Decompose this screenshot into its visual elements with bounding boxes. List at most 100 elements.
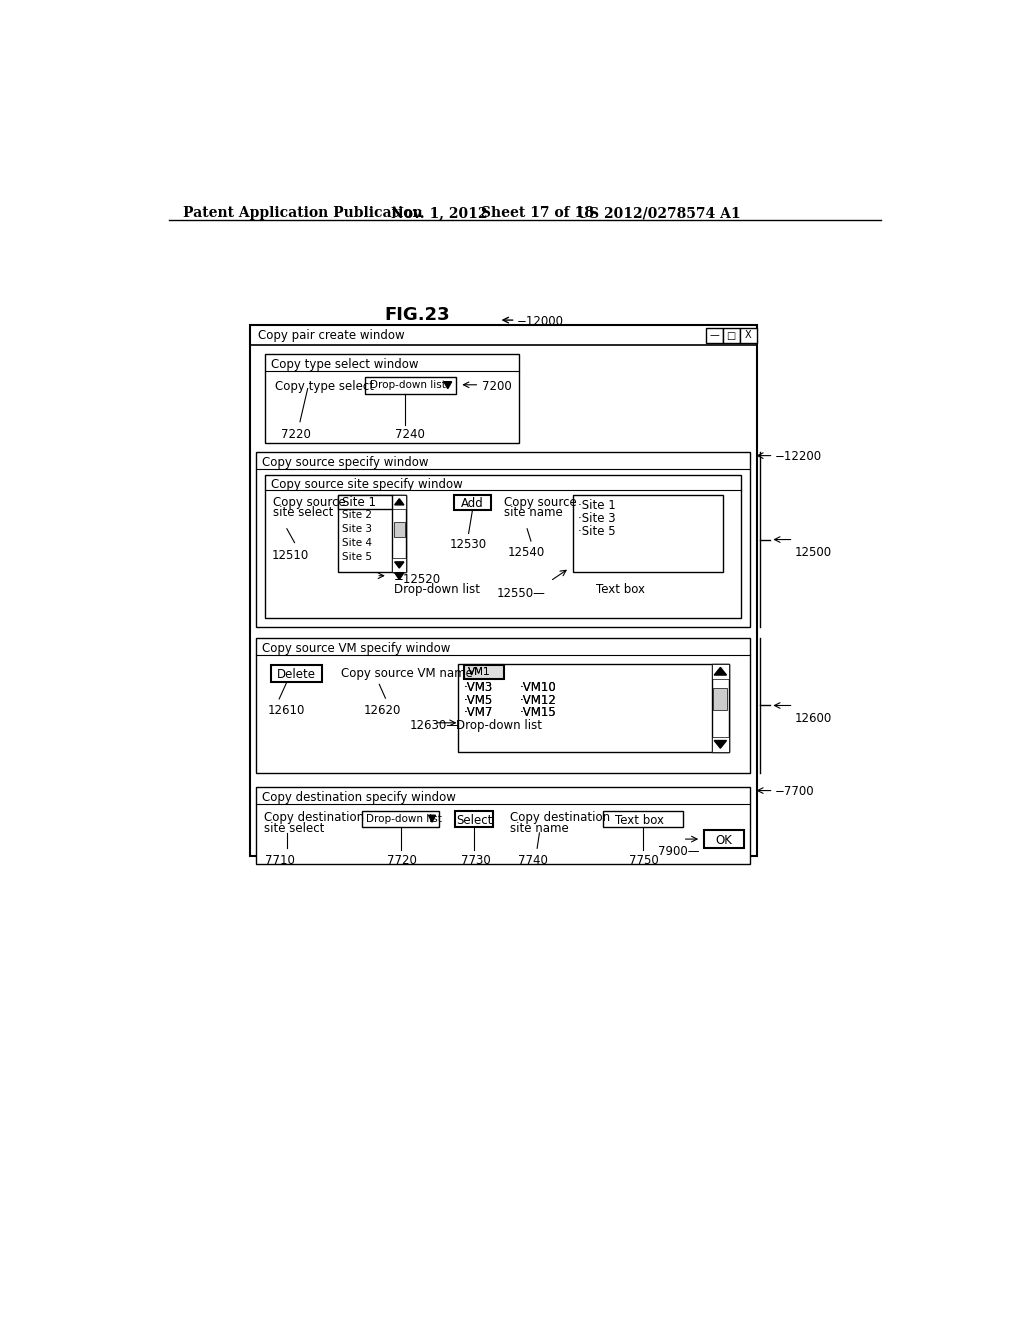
Text: Copy pair create window: Copy pair create window	[258, 329, 404, 342]
Text: ·VM3: ·VM3	[464, 681, 494, 694]
Bar	[256, 787, 751, 863]
Bar	[256, 451, 751, 627]
Text: Copy type select window: Copy type select window	[271, 358, 419, 371]
Bar	[706, 327, 723, 343]
Bar	[602, 812, 683, 826]
Bar	[705, 830, 744, 849]
Text: Select: Select	[456, 813, 493, 826]
Text: Site 5: Site 5	[342, 552, 372, 562]
Text: 7220: 7220	[281, 428, 310, 441]
Text: 12530: 12530	[451, 539, 487, 550]
Text: 12600: 12600	[795, 711, 833, 725]
Text: site name: site name	[504, 507, 563, 520]
Text: 7740: 7740	[518, 854, 548, 867]
Text: Copy destination: Copy destination	[264, 812, 364, 825]
Bar	[362, 812, 439, 826]
Bar	[454, 495, 490, 511]
Text: Add: Add	[461, 498, 483, 511]
Text: Nov. 1, 2012: Nov. 1, 2012	[391, 206, 487, 220]
Text: Drop-down list: Drop-down list	[457, 719, 543, 733]
Text: ·VM5: ·VM5	[464, 693, 494, 706]
Text: ·VM12: ·VM12	[519, 693, 556, 706]
Text: ·VM7: ·VM7	[464, 706, 494, 719]
Text: ·VM15: ·VM15	[519, 706, 556, 719]
Text: Site 3: Site 3	[342, 524, 372, 535]
Bar	[712, 664, 729, 678]
Bar	[712, 664, 729, 752]
Bar	[392, 558, 407, 572]
Text: X: X	[744, 330, 752, 341]
Text: Copy source specify window: Copy source specify window	[262, 455, 429, 469]
Text: Drop-down list: Drop-down list	[394, 582, 480, 595]
Bar	[265, 475, 741, 618]
Polygon shape	[444, 381, 452, 388]
Polygon shape	[394, 562, 403, 568]
Text: 12510: 12510	[271, 549, 308, 562]
Bar	[723, 327, 739, 343]
Text: 7200: 7200	[481, 380, 511, 393]
Bar	[712, 737, 729, 752]
Text: 12610: 12610	[267, 704, 305, 717]
Text: OK: OK	[716, 834, 732, 846]
Text: ·VM3: ·VM3	[464, 681, 494, 694]
Text: Copy source VM name: Copy source VM name	[341, 668, 473, 680]
Text: □: □	[727, 330, 736, 341]
Text: Copy type select: Copy type select	[274, 380, 374, 393]
Text: 12500: 12500	[795, 545, 833, 558]
Text: Site 2: Site 2	[342, 511, 372, 520]
Bar	[265, 354, 519, 442]
Text: Text box: Text box	[596, 582, 645, 595]
Polygon shape	[429, 816, 435, 822]
Text: Copy destination specify window: Copy destination specify window	[262, 791, 456, 804]
Text: −12000: −12000	[517, 315, 564, 329]
Text: 7240: 7240	[394, 428, 425, 441]
Text: Site 4: Site 4	[342, 539, 372, 548]
Text: 7750: 7750	[629, 854, 658, 867]
Bar	[392, 495, 407, 508]
Text: Site 1: Site 1	[342, 496, 376, 510]
Bar	[739, 327, 757, 343]
Text: −7700: −7700	[775, 785, 815, 799]
Bar	[271, 665, 322, 682]
Bar	[714, 688, 727, 710]
Text: ·Site 3: ·Site 3	[578, 512, 615, 525]
Text: VM1: VM1	[468, 667, 490, 677]
Text: Sheet 17 of 18: Sheet 17 of 18	[481, 206, 594, 220]
Bar	[256, 638, 751, 774]
Text: Delete: Delete	[278, 668, 316, 681]
Text: ·Site 1: ·Site 1	[578, 499, 615, 512]
Text: ·VM10: ·VM10	[519, 681, 556, 694]
Text: Copy source VM specify window: Copy source VM specify window	[262, 642, 451, 655]
Bar	[366, 378, 457, 395]
Polygon shape	[714, 741, 727, 748]
Text: Copy source site specify window: Copy source site specify window	[271, 478, 463, 491]
Text: ·VM7: ·VM7	[464, 706, 494, 719]
Text: Copy source: Copy source	[504, 496, 577, 510]
Text: ·Site 5: ·Site 5	[578, 525, 615, 539]
Text: site select: site select	[264, 822, 325, 836]
Bar	[250, 325, 757, 857]
Text: ·VM10: ·VM10	[519, 681, 556, 694]
Text: Copy source: Copy source	[273, 496, 346, 510]
Bar	[464, 665, 504, 678]
Bar	[573, 495, 724, 572]
Text: 7900—: 7900—	[658, 845, 699, 858]
Bar	[339, 495, 392, 508]
Text: Text box: Text box	[614, 813, 664, 826]
Text: site name: site name	[510, 822, 569, 836]
Text: 7710: 7710	[265, 854, 295, 867]
Text: 7720: 7720	[387, 854, 417, 867]
Bar	[458, 664, 729, 752]
Text: 7730: 7730	[461, 854, 490, 867]
Bar	[392, 495, 407, 572]
Text: 12630—: 12630—	[410, 719, 459, 733]
Text: FIG.23: FIG.23	[385, 306, 451, 325]
Text: Patent Application Publication: Patent Application Publication	[183, 206, 423, 220]
Text: 12540: 12540	[508, 546, 545, 560]
Text: −12200: −12200	[775, 450, 822, 463]
Polygon shape	[394, 573, 403, 579]
Text: 12550—: 12550—	[497, 587, 545, 601]
Text: −12520: −12520	[394, 573, 441, 586]
Polygon shape	[394, 499, 403, 506]
Text: ·VM12: ·VM12	[519, 693, 556, 706]
